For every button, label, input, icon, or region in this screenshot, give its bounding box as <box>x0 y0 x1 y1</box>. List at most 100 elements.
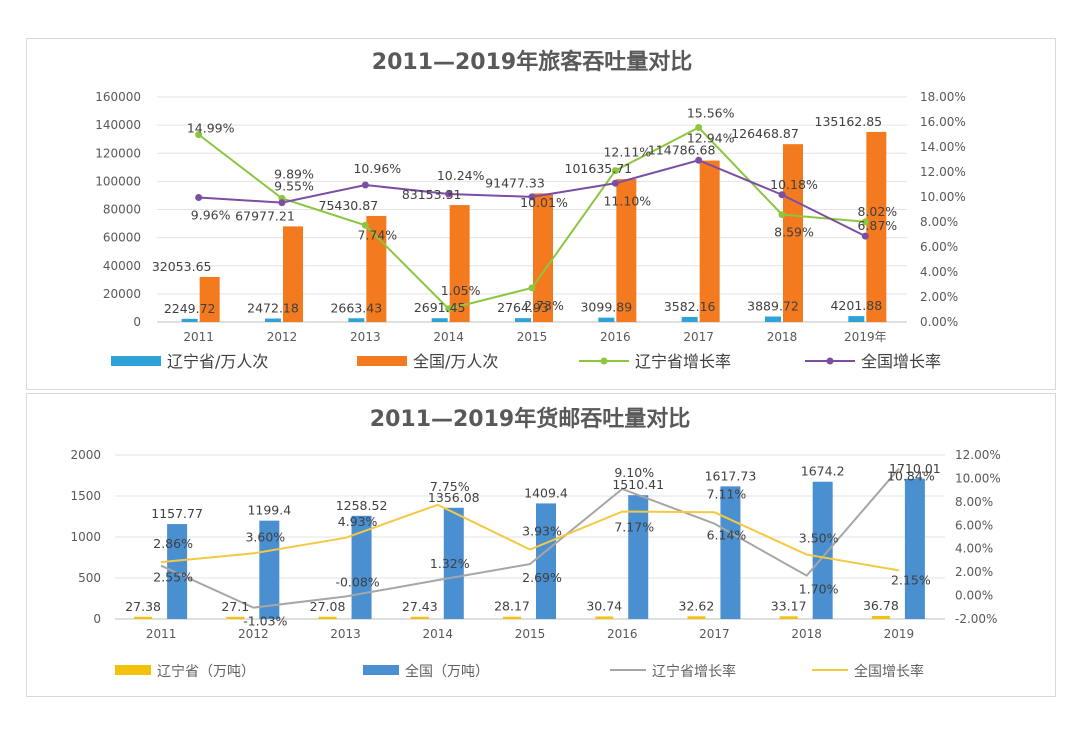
legend-label: 全国（万吨） <box>405 663 489 680</box>
y-left-tick-label: 1000 <box>70 530 101 544</box>
bar-data-label: 27.08 <box>310 599 346 614</box>
x-tick-label: 2019年 <box>844 330 887 344</box>
bar-data-label: 91477.33 <box>485 175 545 190</box>
y-left-tick-label: 0 <box>93 612 101 626</box>
line-data-label: 7.75% <box>430 479 470 494</box>
y-left-tick-label: 20000 <box>103 287 141 301</box>
x-tick-label: 2012 <box>267 330 298 344</box>
point <box>695 156 703 164</box>
y-left-tick-label: 120000 <box>95 146 141 160</box>
legend-label: 辽宁省增长率 <box>652 663 736 680</box>
bar-data-label: 2472.18 <box>247 301 299 316</box>
point <box>361 221 369 229</box>
y-left-tick-label: 100000 <box>95 174 141 188</box>
point <box>528 193 536 201</box>
line-data-label: 2.73% <box>524 298 564 313</box>
line-data-label: 1.70% <box>799 582 839 597</box>
bar <box>449 205 470 322</box>
legend-swatch <box>357 356 407 366</box>
y-left-tick-label: 1500 <box>70 489 101 503</box>
bar <box>259 520 280 619</box>
legend-swatch <box>363 665 399 675</box>
y-left-tick-label: 40000 <box>103 259 141 273</box>
point <box>611 179 619 187</box>
y-right-tick-label: 6.00% <box>955 518 993 532</box>
point <box>778 191 786 199</box>
point <box>195 131 203 139</box>
y-right-tick-label: 4.00% <box>955 542 993 556</box>
legend-label: 全国增长率 <box>861 352 941 371</box>
bar <box>616 179 637 322</box>
point <box>611 167 619 175</box>
bar-data-label: 4201.88 <box>830 298 882 313</box>
x-tick-label: 2013 <box>350 330 381 344</box>
y-left-tick-label: 2000 <box>70 448 101 462</box>
bar <box>536 503 556 619</box>
bar-data-label: 32.62 <box>679 598 715 613</box>
bar-data-label: 36.78 <box>863 598 899 613</box>
legend-label: 辽宁省/万人次 <box>167 352 268 371</box>
line-data-label: 9.55% <box>274 179 314 194</box>
bar-data-label: 28.17 <box>494 599 530 614</box>
line-data-label: 3.93% <box>522 524 562 539</box>
y-right-tick-label: 18.00% <box>920 90 966 104</box>
bar <box>318 616 337 619</box>
x-tick-label: 2011 <box>183 330 214 344</box>
line-data-label: 6.14% <box>707 528 747 543</box>
y-left-tick-label: 0 <box>133 315 141 329</box>
x-tick-label: 2018 <box>791 627 822 641</box>
bar <box>199 276 220 322</box>
bar-data-label: 27.1 <box>221 599 249 614</box>
cargo-chart-panel: 2011—2019年货邮吞吐量对比 0 500 1000 1500 2000 -2.00% 0… <box>26 393 1056 697</box>
line-data-label: 7.17% <box>614 520 654 535</box>
legend-marker <box>600 357 608 365</box>
bar-data-label: 1157.77 <box>151 506 203 521</box>
bar <box>687 616 706 619</box>
cargo-chart: 2011—2019年货邮吞吐量对比 0 500 1000 1500 2000 -2.00% 0… <box>70 406 1001 680</box>
point <box>278 199 286 207</box>
point <box>695 124 703 131</box>
y-right-tick-label: 16.00% <box>920 115 966 129</box>
x-tick-label: 2011 <box>146 627 177 641</box>
point <box>861 218 869 226</box>
bar-data-label: 75430.87 <box>319 198 379 213</box>
bar-data-label: 3099.89 <box>580 300 632 315</box>
series-line <box>160 467 900 609</box>
line-data-label: 2.15% <box>891 572 931 587</box>
chart-title: 2011—2019年旅客吞吐量对比 <box>372 49 692 75</box>
y-right-tick-label: 10.00% <box>955 471 1001 485</box>
bar-data-label: 27.43 <box>402 599 438 614</box>
bar <box>904 478 925 619</box>
bar <box>134 616 153 619</box>
line-data-label: 12.94% <box>687 130 735 145</box>
line-data-label: 9.89% <box>274 166 314 181</box>
bar <box>533 193 553 322</box>
legend-swatch <box>115 665 151 675</box>
bar <box>783 144 803 322</box>
bar <box>866 131 887 322</box>
line-data-label: 2.86% <box>153 536 193 551</box>
bar <box>410 616 429 619</box>
bar <box>595 616 614 619</box>
line-data-label: 7.11% <box>707 486 747 501</box>
line-data-label: 9.96% <box>191 208 231 223</box>
bar <box>598 317 615 322</box>
point <box>361 181 369 189</box>
bar-data-label: 83153.31 <box>402 187 462 202</box>
line-data-label: 1.32% <box>430 556 470 571</box>
bar-data-label: 32053.65 <box>152 259 212 274</box>
legend: 辽宁省（万吨） 全国（万吨） 辽宁省增长率 全国增长率 <box>115 663 924 680</box>
bar <box>283 226 303 322</box>
bar-data-label: 2249.72 <box>164 301 216 316</box>
bar-data-label: 1617.73 <box>705 468 757 483</box>
line-data-label: 14.99% <box>187 121 235 136</box>
bar-data-label: 1409.4 <box>524 485 568 500</box>
point <box>195 194 203 201</box>
line-data-label: -0.08% <box>335 575 379 590</box>
x-tick-label: 2012 <box>238 627 269 641</box>
y-right-tick-label: 2.00% <box>920 290 958 304</box>
y-right-tick-label: 12.00% <box>920 165 966 179</box>
line-data-label: 9.10% <box>614 465 654 480</box>
line-data-label: 10.18% <box>770 177 818 192</box>
passenger-chart: 2011—2019年旅客吞吐量对比 0 20000 40000 60000 80000 10… <box>95 49 966 371</box>
